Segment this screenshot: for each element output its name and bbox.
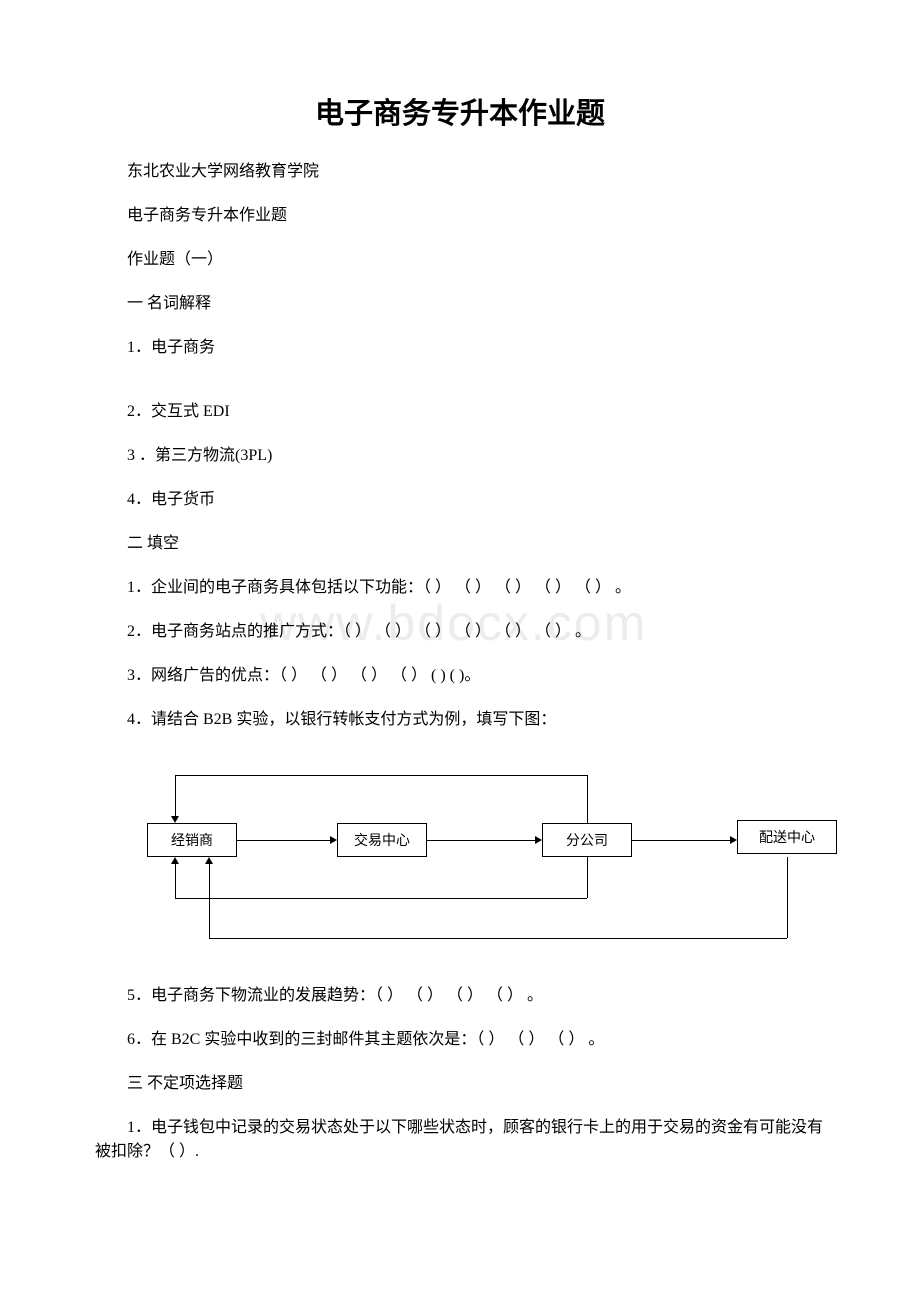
text-line: 2．电子商务站点的推广方式：（ ） （ ） （ ） （ ） （ ） （ ） 。 xyxy=(95,620,825,644)
arrow-icon xyxy=(730,836,737,844)
text-line: 3．网络广告的优点：（ ） （ ） （ ） （ ） ( ) ( )。 xyxy=(95,664,825,688)
flowchart-edge xyxy=(632,840,730,841)
arrow-icon xyxy=(330,836,337,844)
flowchart-node: 配送中心 xyxy=(737,820,837,854)
flowchart-edge xyxy=(175,898,587,899)
flowchart-edge xyxy=(175,775,587,776)
arrow-icon xyxy=(205,857,213,864)
text-line: 1．电子商务 xyxy=(95,336,825,360)
page-title: 电子商务专升本作业题 xyxy=(95,90,825,132)
flowchart-edge xyxy=(237,840,330,841)
text-line: 1．企业间的电子商务具体包括以下功能：（ ） （ ） （ ） （ ） （ ） 。 xyxy=(95,576,825,600)
text-line: 三 不定项选择题 xyxy=(95,1072,825,1096)
flowchart-node: 分公司 xyxy=(542,823,632,857)
text-line: 1．电子钱包中记录的交易状态处于以下哪些状态时，顾客的银行卡上的用于交易的资金有… xyxy=(95,1116,825,1164)
text-line: 电子商务专升本作业题 xyxy=(95,204,825,228)
flowchart-edge xyxy=(427,840,535,841)
flowchart-edge xyxy=(587,857,588,898)
text-line: 5．电子商务下物流业的发展趋势：（ ） （ ） （ ） （ ） 。 xyxy=(95,984,825,1008)
arrow-icon xyxy=(535,836,542,844)
arrow-icon xyxy=(171,816,179,823)
flowchart-edge xyxy=(175,864,176,898)
text-line: 东北农业大学网络教育学院 xyxy=(95,160,825,184)
flowchart-edge xyxy=(587,775,588,823)
flowchart-node: 经销商 xyxy=(147,823,237,857)
document-content: 电子商务专升本作业题 东北农业大学网络教育学院 电子商务专升本作业题 作业题（一… xyxy=(95,90,825,1164)
text-line: 4．请结合 B2B 实验，以银行转帐支付方式为例，填写下图： xyxy=(95,708,825,732)
text-line: 6．在 B2C 实验中收到的三封邮件其主题依次是：（ ） （ ） （ ） 。 xyxy=(95,1028,825,1052)
text-line: 4．电子货币 xyxy=(95,488,825,512)
flowchart-node: 交易中心 xyxy=(337,823,427,857)
flowchart-edge xyxy=(175,775,176,816)
arrow-icon xyxy=(171,857,179,864)
flowchart-edge xyxy=(209,864,210,938)
flowchart-container: 经销商交易中心分公司配送中心 xyxy=(95,768,825,948)
flowchart-edge xyxy=(209,938,787,939)
text-line: 作业题（一） xyxy=(95,248,825,272)
text-line: 一 名词解释 xyxy=(95,292,825,316)
text-line: 二 填空 xyxy=(95,532,825,556)
text-line: 3 ．第三方物流(3PL) xyxy=(95,444,825,468)
flowchart-edge xyxy=(787,857,788,938)
flowchart: 经销商 交易中心 分公司 配送中心 xyxy=(147,768,837,948)
text-line: 2．交互式 EDI xyxy=(95,400,825,424)
